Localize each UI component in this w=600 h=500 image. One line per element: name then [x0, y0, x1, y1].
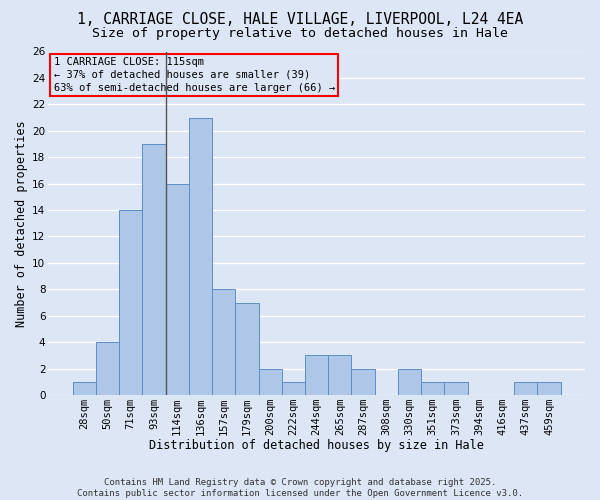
Bar — [421, 382, 445, 395]
Bar — [538, 382, 560, 395]
Bar — [282, 382, 305, 395]
Text: 1, CARRIAGE CLOSE, HALE VILLAGE, LIVERPOOL, L24 4EA: 1, CARRIAGE CLOSE, HALE VILLAGE, LIVERPO… — [77, 12, 523, 28]
Bar — [398, 368, 421, 395]
Bar — [189, 118, 212, 395]
Bar — [259, 368, 282, 395]
Text: Size of property relative to detached houses in Hale: Size of property relative to detached ho… — [92, 28, 508, 40]
Bar — [305, 356, 328, 395]
Y-axis label: Number of detached properties: Number of detached properties — [15, 120, 28, 326]
Text: 1 CARRIAGE CLOSE: 115sqm
← 37% of detached houses are smaller (39)
63% of semi-d: 1 CARRIAGE CLOSE: 115sqm ← 37% of detach… — [53, 56, 335, 93]
Bar — [328, 356, 352, 395]
Bar — [235, 302, 259, 395]
Bar — [514, 382, 538, 395]
Bar — [212, 290, 235, 395]
Bar — [119, 210, 142, 395]
Bar — [142, 144, 166, 395]
X-axis label: Distribution of detached houses by size in Hale: Distribution of detached houses by size … — [149, 440, 484, 452]
Bar — [445, 382, 467, 395]
Bar — [352, 368, 374, 395]
Bar — [96, 342, 119, 395]
Bar — [73, 382, 96, 395]
Text: Contains HM Land Registry data © Crown copyright and database right 2025.
Contai: Contains HM Land Registry data © Crown c… — [77, 478, 523, 498]
Bar — [166, 184, 189, 395]
